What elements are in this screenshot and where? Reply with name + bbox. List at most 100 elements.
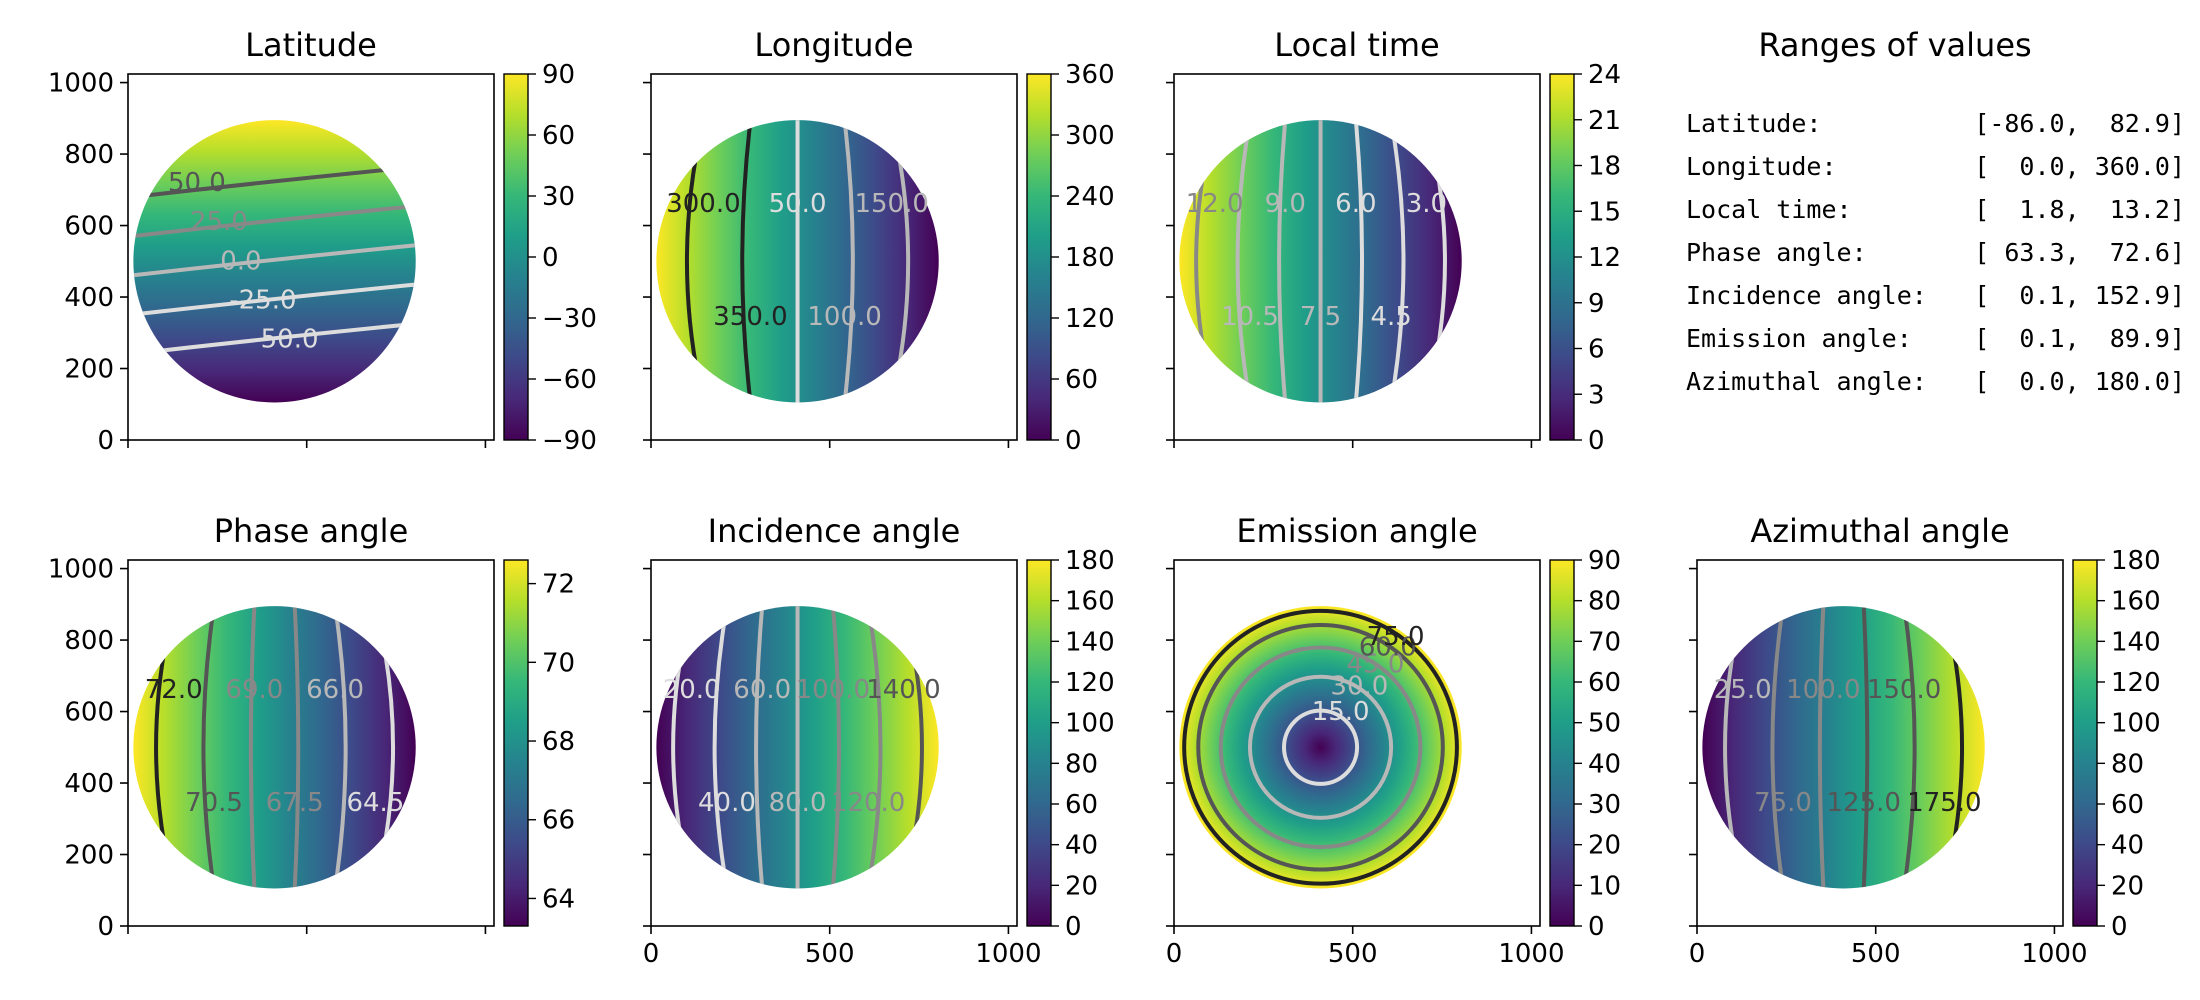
panel-latitude: Latitude50.025.00.0-25.0-50.002004006008… — [48, 26, 597, 456]
ranges-value: [ 0.0, 180.0] — [1974, 367, 2185, 396]
colorbar-tick-label: 80 — [1065, 749, 1098, 779]
colorbar-tick-label: 20 — [1588, 831, 1621, 861]
colorbar-tick-label: 9 — [1588, 289, 1605, 319]
contour-line — [1182, 608, 1459, 887]
ranges-row-longitude: Longitude: [ 0.0, 360.0] — [1686, 152, 2185, 181]
colorbar-tick-label: 0 — [1588, 912, 1605, 942]
colorbar-tick-label: 240 — [1065, 182, 1115, 212]
y-tick-label: 200 — [64, 355, 114, 385]
colorbar — [1026, 559, 1052, 927]
x-tick-label: 500 — [805, 939, 855, 969]
colorbar-tick-label: 64 — [542, 884, 575, 914]
contour-line — [1902, 606, 1917, 889]
contour-line — [712, 606, 729, 889]
contour-label: 60.0 — [1359, 633, 1417, 663]
contour-label: 140.0 — [866, 675, 940, 705]
colorbar-tick-label: 360 — [1065, 60, 1115, 90]
ranges-row-emission-angle: Emission angle: [ 0.1, 89.9] — [1686, 324, 2185, 353]
contour-label: 64.5 — [346, 788, 404, 818]
colorbar-tick-label: 80 — [1588, 587, 1621, 617]
colorbar-tick-label: 120 — [1065, 304, 1115, 334]
y-tick-label: 400 — [64, 769, 114, 799]
contour-line — [201, 606, 217, 889]
contour-label: 12.0 — [1186, 189, 1244, 219]
contour-line — [1235, 120, 1252, 403]
colorbar-tick-label: 80 — [2111, 749, 2144, 779]
contour-line — [292, 606, 301, 889]
colorbar-tick-label: 160 — [1065, 587, 1115, 617]
contour-label: 350.0 — [713, 302, 787, 332]
contour-line — [1277, 120, 1288, 403]
ranges-value: [ 0.1, 89.9] — [1974, 324, 2185, 353]
colorbar-tick-label: 100 — [1065, 709, 1115, 739]
ranges-label: Emission angle: — [1686, 324, 1912, 353]
colorbar-tick-label: 15 — [1588, 197, 1621, 227]
x-tick-label: 500 — [1328, 939, 1378, 969]
contour-label: 3.0 — [1406, 189, 1447, 219]
contour-line — [133, 282, 416, 317]
contour-label: 10.5 — [1221, 302, 1279, 332]
contour-label: 50.0 — [168, 168, 226, 198]
x-tick-label: 0 — [1166, 939, 1183, 969]
contour-label: 75.0 — [1367, 622, 1425, 652]
colorbar-tick-label: 120 — [1065, 668, 1115, 698]
contour-label: 25.0 — [190, 207, 248, 237]
contour-line — [1196, 622, 1445, 873]
ranges-row-incidence-angle: Incidence angle: [ 0.1, 152.9] — [1686, 281, 2185, 310]
contour-line — [133, 321, 416, 356]
panels: Latitude50.025.00.0-25.0-50.002004006008… — [48, 26, 2161, 969]
axes-frame — [650, 73, 1018, 441]
ranges-row-latitude: Latitude: [-86.0, 82.9] — [1686, 109, 2185, 138]
colorbar-tick-label: 160 — [2111, 587, 2161, 617]
colorbar-tick-label: 50 — [1588, 709, 1621, 739]
y-tick-label: 600 — [64, 212, 114, 242]
panel-title: Emission angle — [1236, 512, 1477, 550]
colorbar — [503, 559, 529, 927]
panel-longitude: Longitude 300.0 350.0 50.0 100.0 150.0 360 300 2… — [643, 26, 1115, 456]
contour-label: 175.0 — [1907, 788, 1981, 818]
colorbar-tick-label: −30 — [542, 304, 597, 334]
colorbar-tick-label: 66 — [542, 806, 575, 836]
planet-disk — [133, 606, 416, 889]
contour-label: 15.0 — [1312, 697, 1370, 727]
colorbar-tick-label: 30 — [1588, 790, 1621, 820]
colorbar-tick-label: 21 — [1588, 106, 1621, 136]
x-tick-label: 0 — [643, 939, 660, 969]
contour-label: 70.5 — [185, 788, 243, 818]
contour-label: 67.5 — [266, 788, 324, 818]
colorbar-tick-label: 70 — [542, 648, 575, 678]
contour-line — [1770, 606, 1786, 889]
panel-title: Local time — [1274, 26, 1439, 64]
contour-line — [830, 606, 841, 889]
panel-title: Phase angle — [214, 512, 409, 550]
ranges-title: Ranges of values — [1758, 26, 2031, 64]
contour-line — [1218, 645, 1423, 850]
colorbar-tick-label: 60 — [1588, 668, 1621, 698]
contour-label: -50.0 — [251, 325, 318, 355]
colorbar-tick-label: 0 — [2111, 912, 2128, 942]
colorbar-tick-label: 72 — [542, 570, 575, 600]
panel-title: Latitude — [245, 26, 377, 64]
panel-azimuthal-angle: Azimuthal angle 25.0 75.0 100.0 125.0 150.0 17… — [1689, 512, 2161, 969]
colorbar-tick-label: 30 — [542, 182, 575, 212]
contour-label: 60.0 — [733, 675, 791, 705]
colorbar-tick-label: 90 — [542, 60, 575, 90]
contour-label: 40.0 — [698, 788, 756, 818]
contour-line — [248, 606, 257, 889]
ranges-row-phase-angle: Phase angle: [ 63.3, 72.6] — [1686, 238, 2185, 267]
contour-label: 45.0 — [1347, 649, 1405, 679]
contour-label: 125.0 — [1826, 788, 1900, 818]
panel-incidence-angle: Incidence angle 20.0 40.0 60.0 80.0 100.0 120.… — [643, 512, 1115, 969]
contour-label: 0.0 — [220, 246, 261, 276]
panel-title: Longitude — [754, 26, 913, 64]
x-tick-label: 1000 — [2021, 939, 2087, 969]
colorbar-tick-label: −60 — [542, 365, 597, 395]
colorbar-tick-label: 100 — [2111, 709, 2161, 739]
contour-line — [1247, 674, 1394, 821]
ranges-label: Local time: — [1686, 195, 1852, 224]
contour-line — [133, 204, 416, 239]
colorbar-tick-label: 0 — [542, 243, 559, 273]
colorbar-tick-label: 0 — [1065, 912, 1082, 942]
